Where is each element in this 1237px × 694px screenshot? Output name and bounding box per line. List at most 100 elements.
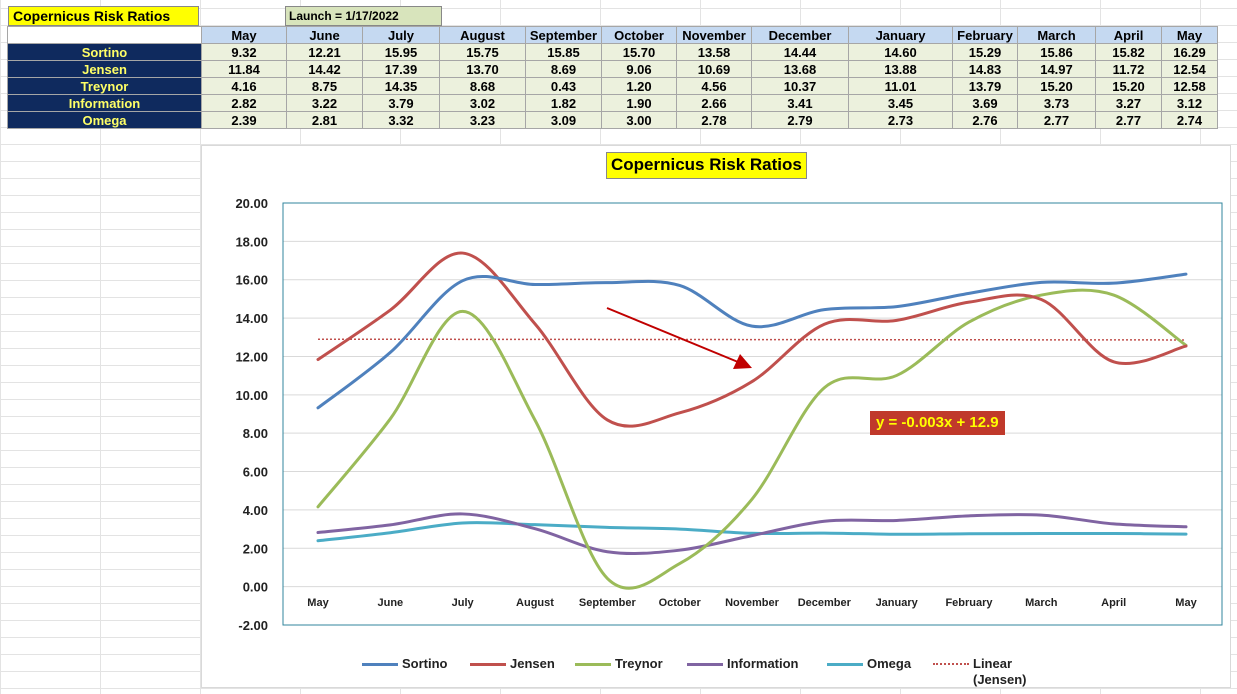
y-tick-label: 10.00 — [235, 388, 268, 403]
chart-area[interactable] — [201, 145, 1231, 688]
month-header-cell[interactable]: June — [286, 26, 363, 44]
value-cell[interactable]: 10.69 — [676, 60, 752, 78]
trendline-equation[interactable]: y = -0.003x + 12.9 — [870, 411, 1005, 435]
value-cell[interactable]: 15.75 — [439, 43, 526, 61]
row-label-cell[interactable]: Treynor — [7, 77, 202, 95]
x-tick-label: February — [945, 597, 993, 609]
value-cell[interactable]: 12.21 — [286, 43, 363, 61]
value-cell[interactable]: 11.72 — [1095, 60, 1162, 78]
value-cell[interactable]: 15.95 — [362, 43, 440, 61]
x-tick-label: April — [1101, 597, 1126, 609]
legend-swatch — [470, 663, 506, 666]
value-cell[interactable]: 3.00 — [601, 111, 677, 129]
annotation-arrow-shaft — [606, 307, 739, 363]
value-cell[interactable]: 15.85 — [525, 43, 602, 61]
value-cell[interactable]: 2.82 — [201, 94, 287, 112]
value-cell[interactable]: 10.37 — [751, 77, 849, 95]
value-cell[interactable]: 4.56 — [676, 77, 752, 95]
table-row: Jensen 11.84 14.42 17.39 13.70 8.69 9.06 10.69 1… — [7, 60, 1218, 78]
launch-date-cell[interactable]: Launch = 1/17/2022 — [285, 6, 442, 26]
value-cell[interactable]: 17.39 — [362, 60, 440, 78]
value-cell[interactable]: 13.68 — [751, 60, 849, 78]
month-header-cell[interactable]: February — [952, 26, 1018, 44]
x-tick-label: September — [579, 597, 637, 609]
value-cell[interactable]: 4.16 — [201, 77, 287, 95]
value-cell[interactable]: 3.27 — [1095, 94, 1162, 112]
value-cell[interactable]: 3.22 — [286, 94, 363, 112]
chart-title[interactable]: Copernicus Risk Ratios — [606, 152, 807, 179]
value-cell[interactable]: 15.70 — [601, 43, 677, 61]
value-cell[interactable]: 1.90 — [601, 94, 677, 112]
x-tick-label: October — [659, 597, 702, 609]
value-cell[interactable]: 14.35 — [362, 77, 440, 95]
value-cell[interactable]: 2.76 — [952, 111, 1018, 129]
legend-label: Treynor — [615, 656, 663, 671]
table-row: Treynor 4.16 8.75 14.35 8.68 0.43 1.20 4.56 10.3… — [7, 77, 1218, 95]
x-tick-label: December — [798, 597, 852, 609]
chart-legend[interactable]: Sortino Jensen Treynor Information Omega Line… — [0, 656, 1237, 687]
x-tick-label: May — [1175, 597, 1197, 609]
x-tick-label: November — [725, 597, 780, 609]
value-cell[interactable]: 1.20 — [601, 77, 677, 95]
y-tick-label: 12.00 — [235, 349, 268, 364]
value-cell[interactable]: 2.77 — [1095, 111, 1162, 129]
y-tick-label: 16.00 — [235, 273, 268, 288]
table-header-row: May June July August September October Novembe… — [7, 26, 1218, 44]
risk-ratio-table: May June July August September October Novembe… — [7, 26, 1218, 129]
value-cell[interactable]: 3.73 — [1017, 94, 1096, 112]
y-tick-label: 0.00 — [243, 580, 268, 595]
month-header-cell[interactable]: November — [676, 26, 752, 44]
legend-swatch — [687, 663, 723, 666]
value-cell[interactable]: 11.01 — [848, 77, 953, 95]
value-cell[interactable]: 1.82 — [525, 94, 602, 112]
row-label-cell[interactable]: Omega — [7, 111, 202, 129]
y-tick-label: 4.00 — [243, 503, 268, 518]
month-header-cell[interactable]: August — [439, 26, 526, 44]
jensen-trendline — [317, 338, 1187, 341]
y-tick-label: 20.00 — [235, 196, 268, 211]
y-tick-label: 6.00 — [243, 465, 268, 480]
header-corner-cell[interactable] — [7, 26, 202, 44]
month-header-cell[interactable]: October — [601, 26, 677, 44]
y-tick-label: 14.00 — [235, 311, 268, 326]
value-cell[interactable]: 2.73 — [848, 111, 953, 129]
legend-swatch — [575, 663, 611, 666]
month-header-cell[interactable]: May — [201, 26, 287, 44]
legend-swatch — [362, 663, 398, 666]
legend-label: Omega — [867, 656, 912, 671]
value-cell[interactable]: 2.78 — [676, 111, 752, 129]
value-cell[interactable]: 3.45 — [848, 94, 953, 112]
value-cell[interactable]: 2.81 — [286, 111, 363, 129]
month-header-cell[interactable]: July — [362, 26, 440, 44]
x-tick-label: June — [377, 597, 403, 609]
value-cell[interactable]: 14.60 — [848, 43, 953, 61]
row-label-cell[interactable]: Sortino — [7, 43, 202, 61]
value-cell[interactable]: 13.88 — [848, 60, 953, 78]
value-cell[interactable]: 15.20 — [1017, 77, 1096, 95]
value-cell[interactable]: 16.29 — [1161, 43, 1218, 61]
x-tick-label: May — [307, 597, 329, 609]
value-cell[interactable]: 3.23 — [439, 111, 526, 129]
value-cell[interactable]: 8.75 — [286, 77, 363, 95]
legend-label: Sortino — [402, 656, 448, 671]
value-cell[interactable]: 3.02 — [439, 94, 526, 112]
value-cell[interactable]: 2.77 — [1017, 111, 1096, 129]
table-row: Omega 2.39 2.81 3.32 3.23 3.09 3.00 2.78 2.79 2.7… — [7, 111, 1218, 129]
x-tick-label: July — [452, 597, 475, 609]
sheet-title[interactable]: Copernicus Risk Ratios — [8, 6, 199, 26]
legend-swatch — [933, 663, 969, 665]
value-cell[interactable]: 15.86 — [1017, 43, 1096, 61]
value-cell[interactable]: 13.70 — [439, 60, 526, 78]
value-cell[interactable]: 3.41 — [751, 94, 849, 112]
value-cell[interactable]: 3.12 — [1161, 94, 1218, 112]
x-tick-label: January — [876, 597, 919, 609]
legend-swatch — [827, 663, 863, 666]
value-cell[interactable]: 2.74 — [1161, 111, 1218, 129]
month-header-cell[interactable]: April — [1095, 26, 1162, 44]
value-cell[interactable]: 3.09 — [525, 111, 602, 129]
value-cell[interactable]: 14.42 — [286, 60, 363, 78]
value-cell[interactable]: 2.39 — [201, 111, 287, 129]
value-cell[interactable]: 3.32 — [362, 111, 440, 129]
y-tick-label: 8.00 — [243, 426, 268, 441]
